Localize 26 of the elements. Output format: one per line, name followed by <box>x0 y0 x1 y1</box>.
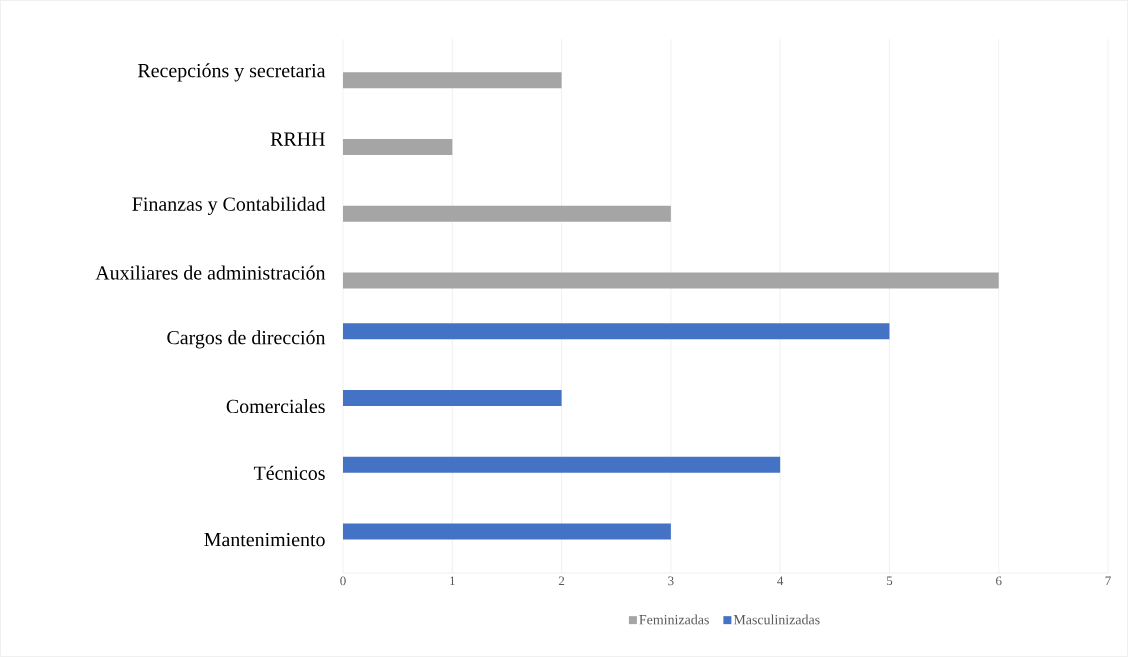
y-tick-label: RRHH <box>270 132 325 146</box>
bar <box>343 139 453 156</box>
y-tick-label: Finanzas y Contabilidad <box>132 196 326 215</box>
legend-label: Masculinizadas <box>733 614 820 625</box>
y-tick-label: Auxiliares de administración <box>95 265 326 280</box>
bar <box>343 323 890 340</box>
x-tick-label: 6 <box>996 576 1002 586</box>
y-tick-label: Mantenimiento <box>204 532 325 547</box>
x-tick-label: 1 <box>450 576 455 586</box>
x-tick-label: 7 <box>1105 576 1111 585</box>
x-tick-label: 5 <box>886 576 893 586</box>
y-tick-label: Técnicos <box>253 465 325 480</box>
bar <box>343 205 671 222</box>
bar <box>343 456 781 473</box>
bar <box>343 390 562 407</box>
y-tick-label: Recepcións y secretaria <box>137 63 326 82</box>
x-tick-label: 2 <box>558 576 565 586</box>
bar <box>343 272 999 289</box>
x-tick-label: 3 <box>668 576 674 586</box>
legend-label: Feminizadas <box>639 614 709 625</box>
y-tick-label: Comerciales <box>226 399 325 414</box>
bar <box>343 523 671 540</box>
x-tick-label: 0 <box>340 576 346 586</box>
bar <box>343 72 562 89</box>
x-tick-label: 4 <box>777 576 784 586</box>
y-tick-label: Cargos de dirección <box>167 330 326 349</box>
